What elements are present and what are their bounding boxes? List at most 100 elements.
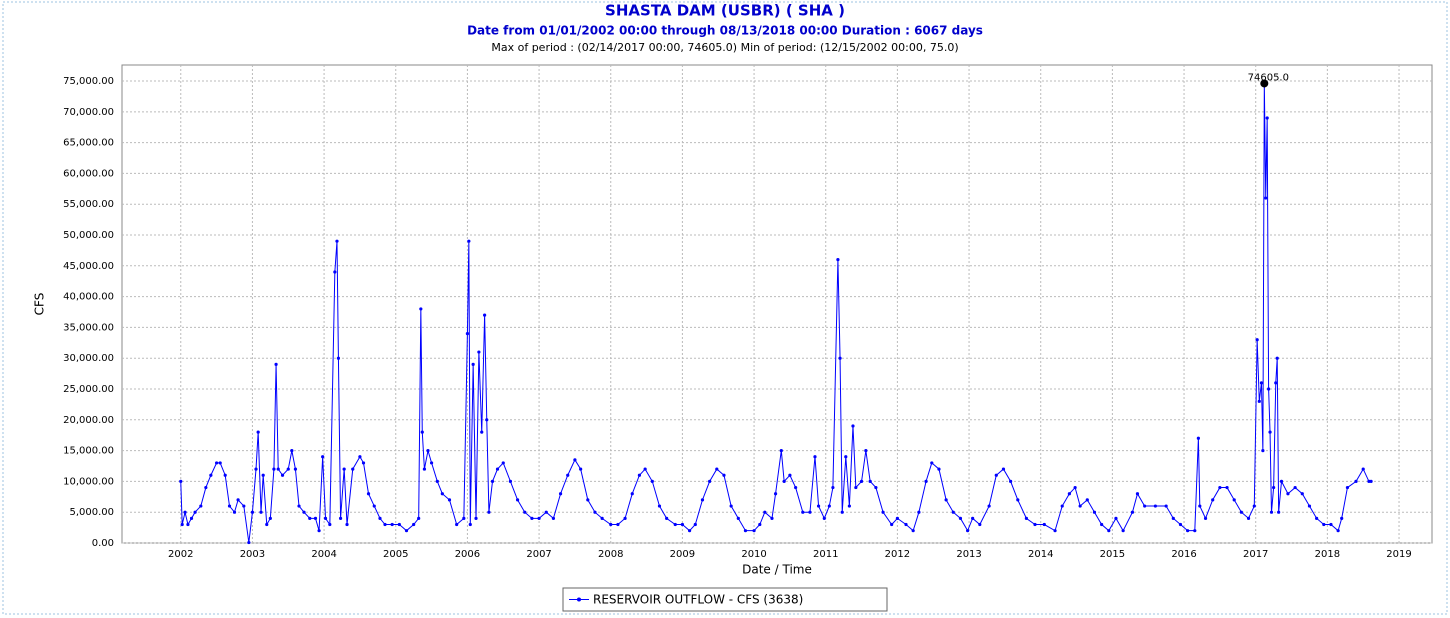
- data-point: [813, 455, 817, 459]
- data-point: [1186, 529, 1190, 533]
- data-point: [465, 331, 470, 336]
- data-point: [1274, 381, 1278, 385]
- data-point: [422, 467, 427, 471]
- data-point: [440, 492, 444, 496]
- data-point: [673, 522, 677, 527]
- data-point: [816, 504, 821, 508]
- data-point: [209, 473, 213, 477]
- data-point: [868, 479, 872, 484]
- data-point: [487, 510, 491, 514]
- data-point: [447, 498, 452, 502]
- x-axis-label: Date / Time: [742, 563, 812, 577]
- data-point: [586, 498, 590, 502]
- data-point: [180, 522, 184, 527]
- data-point: [770, 516, 774, 520]
- data-point: [958, 516, 963, 520]
- data-point: [317, 529, 321, 533]
- x-tick-label: 2006: [455, 549, 480, 560]
- data-point: [1345, 485, 1350, 490]
- x-tick-label: 2015: [1100, 549, 1125, 560]
- x-tick-label: 2012: [885, 549, 910, 560]
- data-point: [242, 504, 246, 508]
- data-point: [859, 479, 864, 484]
- y-tick-label: 45,000.00: [63, 261, 114, 272]
- data-point: [515, 498, 520, 502]
- data-point: [1286, 492, 1290, 496]
- y-tick-label: 65,000.00: [63, 138, 114, 149]
- data-point: [372, 504, 376, 508]
- peak-marker: [1260, 79, 1269, 88]
- data-point: [1277, 510, 1281, 514]
- y-tick-label: 20,000.00: [63, 415, 114, 426]
- data-point: [729, 504, 733, 508]
- data-point: [836, 258, 840, 262]
- data-point: [1042, 522, 1046, 527]
- data-point: [342, 467, 346, 471]
- data-point: [419, 307, 423, 311]
- data-point: [1255, 338, 1259, 342]
- data-point: [183, 510, 187, 514]
- y-tick-label: 40,000.00: [63, 292, 114, 303]
- data-point: [1033, 522, 1037, 527]
- data-point: [650, 479, 654, 484]
- data-point: [808, 510, 812, 514]
- data-point: [736, 516, 740, 520]
- data-point: [924, 479, 928, 484]
- data-point: [1293, 485, 1297, 490]
- data-point: [1232, 498, 1236, 502]
- data-point: [579, 467, 583, 471]
- data-point: [708, 479, 712, 484]
- data-point: [630, 492, 634, 496]
- data-point: [864, 449, 868, 453]
- data-point: [390, 522, 394, 527]
- data-point: [383, 522, 387, 527]
- data-point: [1329, 522, 1333, 527]
- data-point: [204, 485, 208, 490]
- data-point: [773, 492, 778, 496]
- data-point: [1060, 504, 1064, 508]
- data-point: [272, 467, 276, 471]
- data-point: [256, 430, 260, 434]
- data-point: [280, 473, 285, 477]
- data-point: [186, 522, 190, 527]
- data-point: [763, 510, 767, 514]
- chart-title: SHASTA DAM (USBR) ( SHA ): [605, 2, 845, 20]
- data-point: [743, 529, 748, 533]
- x-tick-label: 2009: [670, 549, 695, 560]
- data-point: [1092, 510, 1097, 514]
- data-point: [700, 498, 705, 502]
- data-point: [1196, 436, 1200, 440]
- data-point: [1307, 504, 1312, 508]
- data-point: [462, 516, 466, 520]
- x-tick-label: 2004: [311, 549, 336, 560]
- data-point: [297, 504, 301, 508]
- data-point: [951, 510, 955, 514]
- data-point: [485, 418, 489, 422]
- data-point: [189, 516, 194, 520]
- data-point: [1264, 196, 1268, 200]
- x-tick-label: 2018: [1315, 549, 1340, 560]
- data-point: [1009, 479, 1013, 484]
- data-point: [471, 362, 475, 366]
- data-point: [530, 516, 534, 520]
- data-point: [1143, 504, 1147, 508]
- data-point: [265, 522, 269, 527]
- y-tick-label: 5,000.00: [69, 507, 114, 518]
- data-point: [1053, 529, 1057, 533]
- data-point: [429, 461, 434, 465]
- data-point: [1085, 498, 1089, 502]
- data-point: [250, 510, 255, 514]
- data-point: [994, 473, 998, 477]
- data-point: [544, 510, 548, 514]
- data-point: [609, 522, 613, 527]
- x-tick-label: 2014: [1028, 549, 1053, 560]
- data-point: [261, 473, 265, 477]
- data-point: [1246, 516, 1251, 520]
- x-tick-label: 2002: [168, 549, 193, 560]
- data-point: [1336, 529, 1340, 533]
- data-point: [268, 516, 272, 520]
- data-point: [477, 350, 481, 354]
- data-point: [397, 522, 401, 527]
